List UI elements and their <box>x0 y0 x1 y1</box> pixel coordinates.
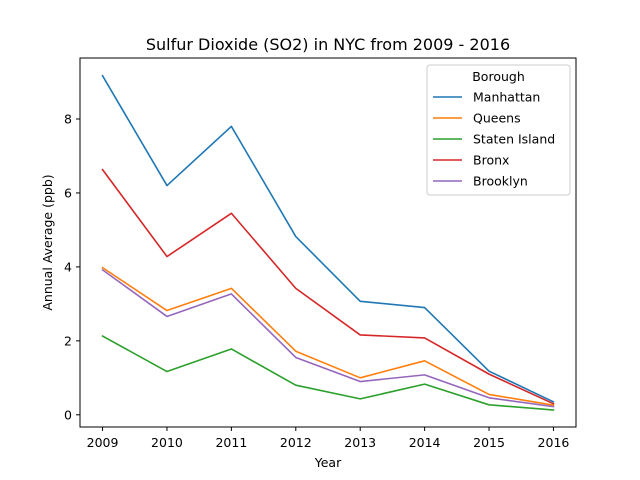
x-tick-label: 2010 <box>151 435 183 450</box>
x-tick-label: 2015 <box>473 435 505 450</box>
legend-items: Manhattan Queens Staten Island Bronx Brookly… <box>433 90 555 189</box>
y-axis-ticks: 0 2 4 6 8 <box>64 112 80 422</box>
series-line-manhattan <box>101 74 555 403</box>
y-tick-label: 2 <box>64 333 72 348</box>
y-tick-label: 8 <box>64 112 72 127</box>
x-axis-label: Year <box>314 455 342 470</box>
legend-box <box>426 64 571 196</box>
chart-title: Sulfur Dioxide (SO2) in NYC from 2009 - … <box>146 35 510 54</box>
legend: Borough Manhattan Queens Staten Island Bron… <box>426 64 571 196</box>
x-tick-label: 2016 <box>538 435 570 450</box>
x-axis-ticks: 2009 2010 2011 2012 2013 2014 2015 2016 <box>87 427 570 450</box>
y-tick-label: 0 <box>64 407 72 422</box>
series-line-brooklyn <box>101 268 555 408</box>
y-tick-label: 4 <box>64 259 72 274</box>
axes-frame <box>79 57 577 428</box>
x-tick-label: 2013 <box>344 435 376 450</box>
legend-title: Borough <box>472 69 525 84</box>
x-tick-label: 2009 <box>87 435 119 450</box>
x-tick-label: 2011 <box>215 435 247 450</box>
x-tick-label: 2014 <box>409 435 441 450</box>
plot-area <box>79 57 577 428</box>
legend-label-brooklyn: Brooklyn <box>473 174 528 189</box>
y-axis-label: Annual Average (ppb) <box>40 174 55 310</box>
legend-label-manhattan: Manhattan <box>473 90 540 105</box>
series-line-staten-island <box>101 334 555 411</box>
series-line-queens <box>101 266 555 407</box>
legend-label-staten-island: Staten Island <box>473 132 555 147</box>
legend-label-bronx: Bronx <box>473 153 509 168</box>
series-layer <box>101 74 555 411</box>
legend-label-queens: Queens <box>473 111 521 126</box>
y-tick-label: 6 <box>64 185 72 200</box>
series-line-bronx <box>101 168 555 405</box>
x-tick-label: 2012 <box>280 435 312 450</box>
